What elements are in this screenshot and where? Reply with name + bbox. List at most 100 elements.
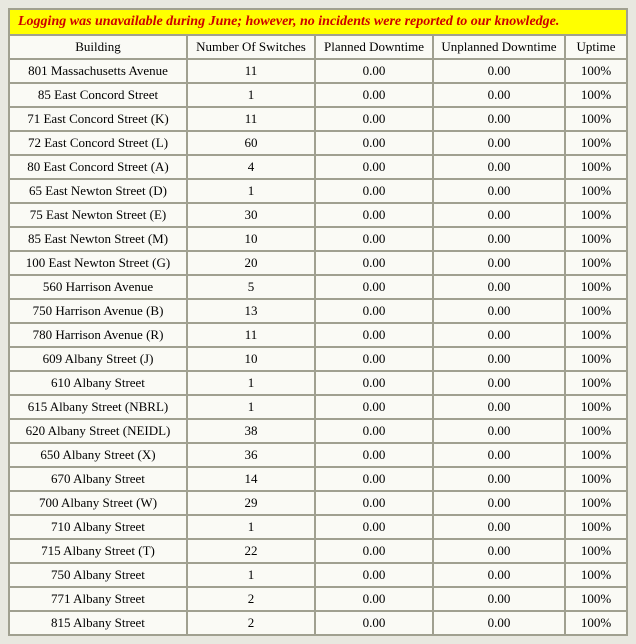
cell-uptime: 100%	[566, 276, 626, 298]
cell-planned: 0.00	[316, 300, 432, 322]
cell-building: 670 Albany Street	[10, 468, 186, 490]
cell-building: 750 Albany Street	[10, 564, 186, 586]
cell-unplanned: 0.00	[434, 108, 564, 130]
table-header: Building Number Of Switches Planned Down…	[10, 36, 626, 58]
table-row: 750 Harrison Avenue (B)130.000.00100%	[10, 300, 626, 322]
cell-uptime: 100%	[566, 564, 626, 586]
cell-building: 650 Albany Street (X)	[10, 444, 186, 466]
table-row: 750 Albany Street10.000.00100%	[10, 564, 626, 586]
cell-uptime: 100%	[566, 420, 626, 442]
cell-unplanned: 0.00	[434, 300, 564, 322]
cell-planned: 0.00	[316, 132, 432, 154]
cell-switches: 1	[188, 372, 314, 394]
cell-planned: 0.00	[316, 108, 432, 130]
cell-switches: 36	[188, 444, 314, 466]
cell-unplanned: 0.00	[434, 348, 564, 370]
cell-building: 85 East Newton Street (M)	[10, 228, 186, 250]
col-planned: Planned Downtime	[316, 36, 432, 58]
col-building: Building	[10, 36, 186, 58]
cell-switches: 1	[188, 180, 314, 202]
cell-planned: 0.00	[316, 372, 432, 394]
cell-planned: 0.00	[316, 324, 432, 346]
cell-building: 65 East Newton Street (D)	[10, 180, 186, 202]
cell-uptime: 100%	[566, 468, 626, 490]
cell-switches: 38	[188, 420, 314, 442]
cell-planned: 0.00	[316, 156, 432, 178]
table-row: 715 Albany Street (T)220.000.00100%	[10, 540, 626, 562]
cell-switches: 10	[188, 348, 314, 370]
cell-planned: 0.00	[316, 516, 432, 538]
cell-building: 620 Albany Street (NEIDL)	[10, 420, 186, 442]
cell-uptime: 100%	[566, 612, 626, 634]
cell-switches: 10	[188, 228, 314, 250]
cell-uptime: 100%	[566, 60, 626, 82]
uptime-table: Building Number Of Switches Planned Down…	[8, 34, 628, 636]
cell-unplanned: 0.00	[434, 60, 564, 82]
cell-unplanned: 0.00	[434, 156, 564, 178]
cell-building: 100 East Newton Street (G)	[10, 252, 186, 274]
cell-unplanned: 0.00	[434, 540, 564, 562]
table-row: 75 East Newton Street (E)300.000.00100%	[10, 204, 626, 226]
cell-switches: 11	[188, 60, 314, 82]
cell-unplanned: 0.00	[434, 132, 564, 154]
table-row: 780 Harrison Avenue (R)110.000.00100%	[10, 324, 626, 346]
cell-unplanned: 0.00	[434, 84, 564, 106]
cell-unplanned: 0.00	[434, 564, 564, 586]
cell-planned: 0.00	[316, 564, 432, 586]
cell-unplanned: 0.00	[434, 372, 564, 394]
cell-uptime: 100%	[566, 372, 626, 394]
cell-building: 700 Albany Street (W)	[10, 492, 186, 514]
cell-planned: 0.00	[316, 84, 432, 106]
cell-switches: 22	[188, 540, 314, 562]
cell-unplanned: 0.00	[434, 228, 564, 250]
report-container: Logging was unavailable during June; how…	[8, 8, 628, 636]
cell-uptime: 100%	[566, 444, 626, 466]
cell-planned: 0.00	[316, 420, 432, 442]
table-row: 815 Albany Street20.000.00100%	[10, 612, 626, 634]
table-body: 801 Massachusetts Avenue110.000.00100%85…	[10, 60, 626, 634]
table-row: 609 Albany Street (J)100.000.00100%	[10, 348, 626, 370]
cell-unplanned: 0.00	[434, 276, 564, 298]
table-row: 100 East Newton Street (G)200.000.00100%	[10, 252, 626, 274]
col-unplanned: Unplanned Downtime	[434, 36, 564, 58]
cell-unplanned: 0.00	[434, 180, 564, 202]
table-row: 560 Harrison Avenue50.000.00100%	[10, 276, 626, 298]
cell-switches: 1	[188, 84, 314, 106]
cell-planned: 0.00	[316, 612, 432, 634]
cell-planned: 0.00	[316, 276, 432, 298]
cell-switches: 14	[188, 468, 314, 490]
cell-switches: 1	[188, 396, 314, 418]
cell-building: 610 Albany Street	[10, 372, 186, 394]
cell-building: 75 East Newton Street (E)	[10, 204, 186, 226]
cell-unplanned: 0.00	[434, 612, 564, 634]
table-row: 85 East Newton Street (M)100.000.00100%	[10, 228, 626, 250]
cell-planned: 0.00	[316, 60, 432, 82]
cell-unplanned: 0.00	[434, 468, 564, 490]
table-row: 710 Albany Street10.000.00100%	[10, 516, 626, 538]
cell-uptime: 100%	[566, 324, 626, 346]
cell-unplanned: 0.00	[434, 444, 564, 466]
cell-uptime: 100%	[566, 300, 626, 322]
table-row: 72 East Concord Street (L)600.000.00100%	[10, 132, 626, 154]
cell-building: 750 Harrison Avenue (B)	[10, 300, 186, 322]
table-row: 85 East Concord Street10.000.00100%	[10, 84, 626, 106]
notice-banner: Logging was unavailable during June; how…	[8, 8, 628, 34]
col-uptime: Uptime	[566, 36, 626, 58]
cell-switches: 5	[188, 276, 314, 298]
cell-switches: 11	[188, 324, 314, 346]
cell-uptime: 100%	[566, 396, 626, 418]
table-row: 801 Massachusetts Avenue110.000.00100%	[10, 60, 626, 82]
cell-switches: 11	[188, 108, 314, 130]
cell-building: 609 Albany Street (J)	[10, 348, 186, 370]
cell-planned: 0.00	[316, 468, 432, 490]
cell-planned: 0.00	[316, 540, 432, 562]
table-row: 80 East Concord Street (A)40.000.00100%	[10, 156, 626, 178]
cell-switches: 30	[188, 204, 314, 226]
cell-uptime: 100%	[566, 204, 626, 226]
table-row: 71 East Concord Street (K)110.000.00100%	[10, 108, 626, 130]
cell-building: 615 Albany Street (NBRL)	[10, 396, 186, 418]
cell-uptime: 100%	[566, 84, 626, 106]
cell-planned: 0.00	[316, 180, 432, 202]
cell-building: 710 Albany Street	[10, 516, 186, 538]
cell-building: 801 Massachusetts Avenue	[10, 60, 186, 82]
